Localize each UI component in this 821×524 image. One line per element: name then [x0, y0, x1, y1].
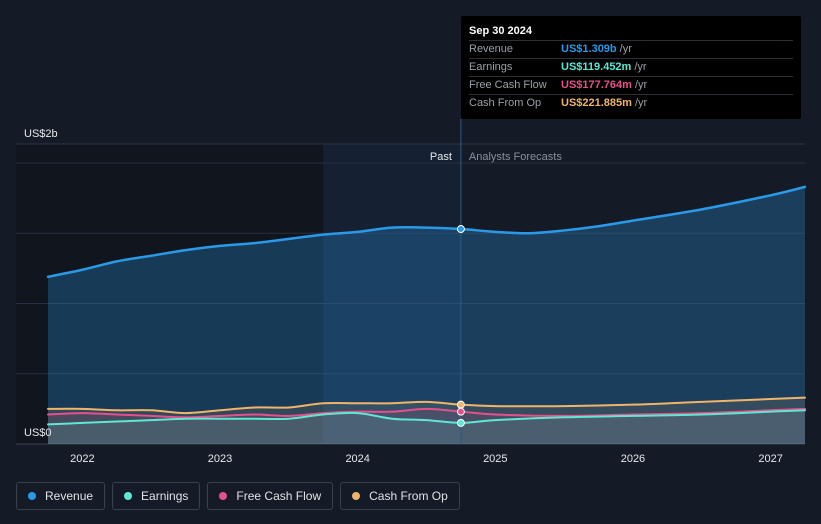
past-label: Past [430, 151, 452, 163]
tooltip-unit: /yr [619, 43, 632, 55]
legend-label: Earnings [141, 489, 189, 503]
tooltip-value: US$177.764m [561, 79, 632, 91]
tooltip-value: US$1.309b [561, 43, 617, 55]
legend-label: Free Cash Flow [236, 489, 322, 503]
y-axis-top-label: US$2b [24, 128, 58, 140]
tooltip-unit: /yr [634, 61, 647, 73]
legend-item-cash-from-op[interactable]: Cash From Op [340, 482, 460, 510]
x-tick-label: 2024 [345, 453, 369, 465]
series-lines [46, 185, 807, 426]
legend-dot-icon [124, 492, 133, 500]
revenue-area [48, 186, 805, 444]
x-tick-label: 2027 [758, 453, 782, 465]
recent-past-shading [323, 144, 461, 444]
revenue-marker [456, 225, 465, 234]
tooltip-value: US$119.452m [561, 61, 632, 73]
tooltip-label: Revenue [469, 43, 514, 55]
series-markers [456, 225, 465, 427]
free-cash-flow-line [47, 407, 806, 419]
earnings-marker [456, 418, 465, 427]
tooltip-unit: /yr [634, 97, 648, 109]
x-tick-label: 2025 [483, 453, 507, 465]
forecast-label: Analysts Forecasts [469, 151, 562, 163]
tooltip-row-free-cash-flow: Free Cash Flow US$177.764m /yr [469, 77, 793, 95]
legend-label: Revenue [45, 489, 94, 503]
tooltip-label: Cash From Op [469, 97, 542, 109]
legend-dot-icon [219, 492, 228, 500]
legend-item-free-cash-flow[interactable]: Free Cash Flow [207, 482, 334, 510]
legend-label: Cash From Op [369, 489, 448, 503]
legend-item-revenue[interactable]: Revenue [16, 482, 106, 510]
gridlines [16, 143, 805, 445]
tooltip-date: Sep 30 2024 [469, 24, 793, 41]
cash-from-op-line [47, 396, 806, 415]
tooltip-unit: /yr [634, 79, 648, 91]
tooltip-row-revenue: Revenue US$1.309b /yr [469, 41, 793, 59]
earnings-line [47, 409, 806, 426]
x-axis-ticks: 2022 2023 2024 2025 2026 2027 [70, 453, 783, 465]
tooltip-row-cash-from-op: Cash From Op US$221.885m /yr [469, 95, 793, 112]
free-cash-flow-area [48, 408, 805, 444]
legend-item-earnings[interactable]: Earnings [112, 482, 201, 510]
x-tick-label: 2022 [70, 453, 94, 465]
legend-dot-icon [352, 492, 361, 500]
tooltip-row-earnings: Earnings US$119.452m /yr [469, 59, 793, 77]
revenue-line [46, 185, 807, 279]
tooltip-label: Earnings [469, 61, 513, 73]
tooltip-label: Free Cash Flow [469, 79, 547, 91]
cash-from-op-marker [456, 400, 465, 409]
y-axis-bottom-label: US$0 [24, 427, 52, 439]
tooltip: Sep 30 2024 Revenue US$1.309b /yr Earnin… [461, 16, 801, 119]
free-cash-flow-marker [456, 407, 465, 416]
x-tick-label: 2023 [208, 453, 232, 465]
tooltip-value: US$221.885m [561, 97, 632, 109]
legend: Revenue Earnings Free Cash Flow Cash Fro… [16, 482, 467, 510]
x-tick-label: 2026 [621, 453, 645, 465]
legend-dot-icon [28, 492, 36, 500]
